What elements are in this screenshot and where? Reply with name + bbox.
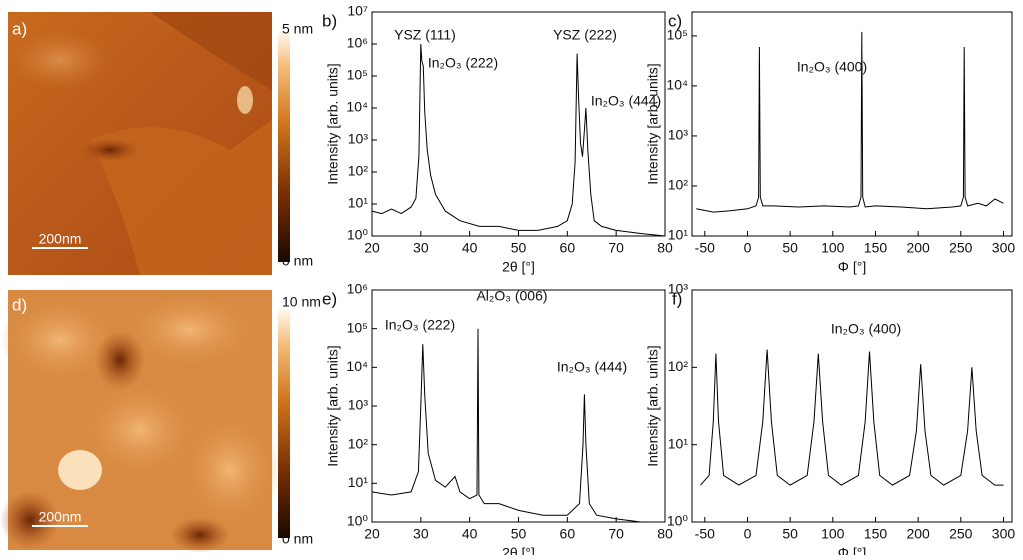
x-tick-label: 50 (511, 240, 527, 256)
afm-image-d (0, 290, 280, 553)
y-axis-label: Intensity [arb. units] (645, 63, 661, 184)
x-axis-label: 2θ [°] (502, 545, 535, 555)
y-tick-label: 10⁰ (347, 513, 369, 529)
x-tick-label: 70 (608, 526, 624, 542)
y-tick-label: 10² (348, 163, 369, 179)
spectrum-line (700, 349, 1004, 486)
x-tick-label: 150 (864, 526, 888, 542)
peak-annotation: YSZ (222) (553, 27, 617, 43)
x-tick-label: 0 (744, 526, 752, 542)
x-tick-label: 80 (657, 240, 673, 256)
y-tick-label: 10⁴ (346, 358, 368, 374)
y-tick-label: 10¹ (348, 474, 369, 490)
y-tick-label: 10² (348, 435, 369, 451)
plot-frame (691, 289, 1013, 523)
x-tick-label: 150 (864, 240, 888, 256)
y-tick-label: 10¹ (668, 435, 689, 451)
colorbar-max: 10 nm (282, 294, 321, 310)
plot-frame (691, 11, 1013, 237)
x-tick-label: 20 (364, 526, 380, 542)
spectrum-line (696, 31, 1004, 213)
peak-annotation: In₂O₃ (400) (797, 59, 867, 75)
x-tick-label: 80 (657, 526, 673, 542)
afm-image-a (8, 12, 272, 275)
peak-annotation: In₂O₃ (222) (385, 317, 455, 333)
plot-frame (371, 11, 666, 237)
x-tick-label: 50 (511, 526, 527, 542)
y-tick-label: 10² (668, 358, 689, 374)
x-tick-label: 60 (560, 526, 576, 542)
peak-annotation: In₂O₃ (444) (591, 93, 661, 109)
y-axis-label: Intensity [arb. units] (645, 345, 661, 466)
colorbar-d (278, 310, 290, 538)
x-axis-label: 2θ [°] (502, 259, 535, 275)
y-tick-label: 10³ (348, 131, 369, 147)
peak-annotation: In₂O₃ (222) (428, 55, 498, 71)
panel-label: a) (12, 19, 27, 38)
y-tick-label: 10⁵ (667, 27, 688, 43)
colorbar-min: 0 nm (282, 531, 313, 547)
colorbar-max: 5 nm (282, 21, 313, 37)
y-tick-label: 10³ (348, 397, 369, 413)
x-tick-label: 70 (608, 240, 624, 256)
x-tick-label: 50 (782, 526, 798, 542)
x-tick-label: 100 (821, 526, 845, 542)
x-tick-label: 250 (949, 240, 973, 256)
panel-label: f) (672, 289, 682, 308)
y-tick-label: 10¹ (348, 195, 369, 211)
x-tick-label: 300 (992, 240, 1016, 256)
y-tick-label: 10⁵ (347, 319, 368, 335)
x-tick-label: 0 (744, 240, 752, 256)
y-tick-label: 10⁰ (347, 227, 369, 243)
y-tick-label: 10⁴ (666, 77, 688, 93)
x-tick-label: 300 (992, 526, 1016, 542)
spectrum-line (371, 328, 665, 523)
peak-annotation: In₂O₃ (400) (831, 321, 901, 337)
x-tick-label: 200 (906, 240, 930, 256)
x-tick-label: 200 (906, 526, 930, 542)
x-tick-label: 100 (821, 240, 845, 256)
y-axis-label: Intensity [arb. units] (325, 345, 341, 466)
y-tick-label: 10⁰ (667, 513, 689, 529)
y-tick-label: 10⁴ (346, 99, 368, 115)
y-tick-label: 10³ (668, 281, 689, 297)
colorbar-a (278, 32, 290, 262)
y-tick-label: 10² (668, 177, 689, 193)
x-tick-label: -50 (695, 240, 715, 256)
scale-bar-label: 200nm (39, 231, 82, 247)
x-tick-label: 40 (462, 240, 478, 256)
y-tick-label: 10¹ (668, 227, 689, 243)
x-tick-label: 40 (462, 526, 478, 542)
x-tick-label: 30 (413, 526, 429, 542)
y-tick-label: 10⁶ (347, 35, 368, 51)
panel-label: b) (322, 11, 337, 30)
panel-label: e) (322, 289, 337, 308)
panel-label: c) (668, 11, 682, 30)
x-tick-label: 60 (560, 240, 576, 256)
x-axis-label: Φ [°] (838, 545, 866, 555)
y-tick-label: 10⁵ (347, 67, 368, 83)
x-tick-label: 250 (949, 526, 973, 542)
peak-annotation: Al₂O₃ (006) (476, 288, 547, 304)
x-tick-label: -50 (695, 526, 715, 542)
x-axis-label: Φ [°] (838, 259, 866, 275)
scale-bar-label: 200nm (39, 509, 82, 525)
x-tick-label: 30 (413, 240, 429, 256)
spectrum-line (371, 43, 666, 237)
peak-annotation: In₂O₃ (444) (557, 359, 627, 375)
x-tick-label: 50 (782, 240, 798, 256)
panel-label: d) (12, 295, 27, 314)
peak-annotation: YSZ (111) (394, 27, 456, 43)
y-tick-label: 10⁶ (347, 281, 368, 297)
y-tick-label: 10⁷ (347, 3, 368, 19)
x-tick-label: 20 (364, 240, 380, 256)
y-axis-label: Intensity [arb. units] (325, 63, 341, 184)
colorbar-min: 0 nm (282, 253, 313, 269)
y-tick-label: 10³ (668, 127, 689, 143)
